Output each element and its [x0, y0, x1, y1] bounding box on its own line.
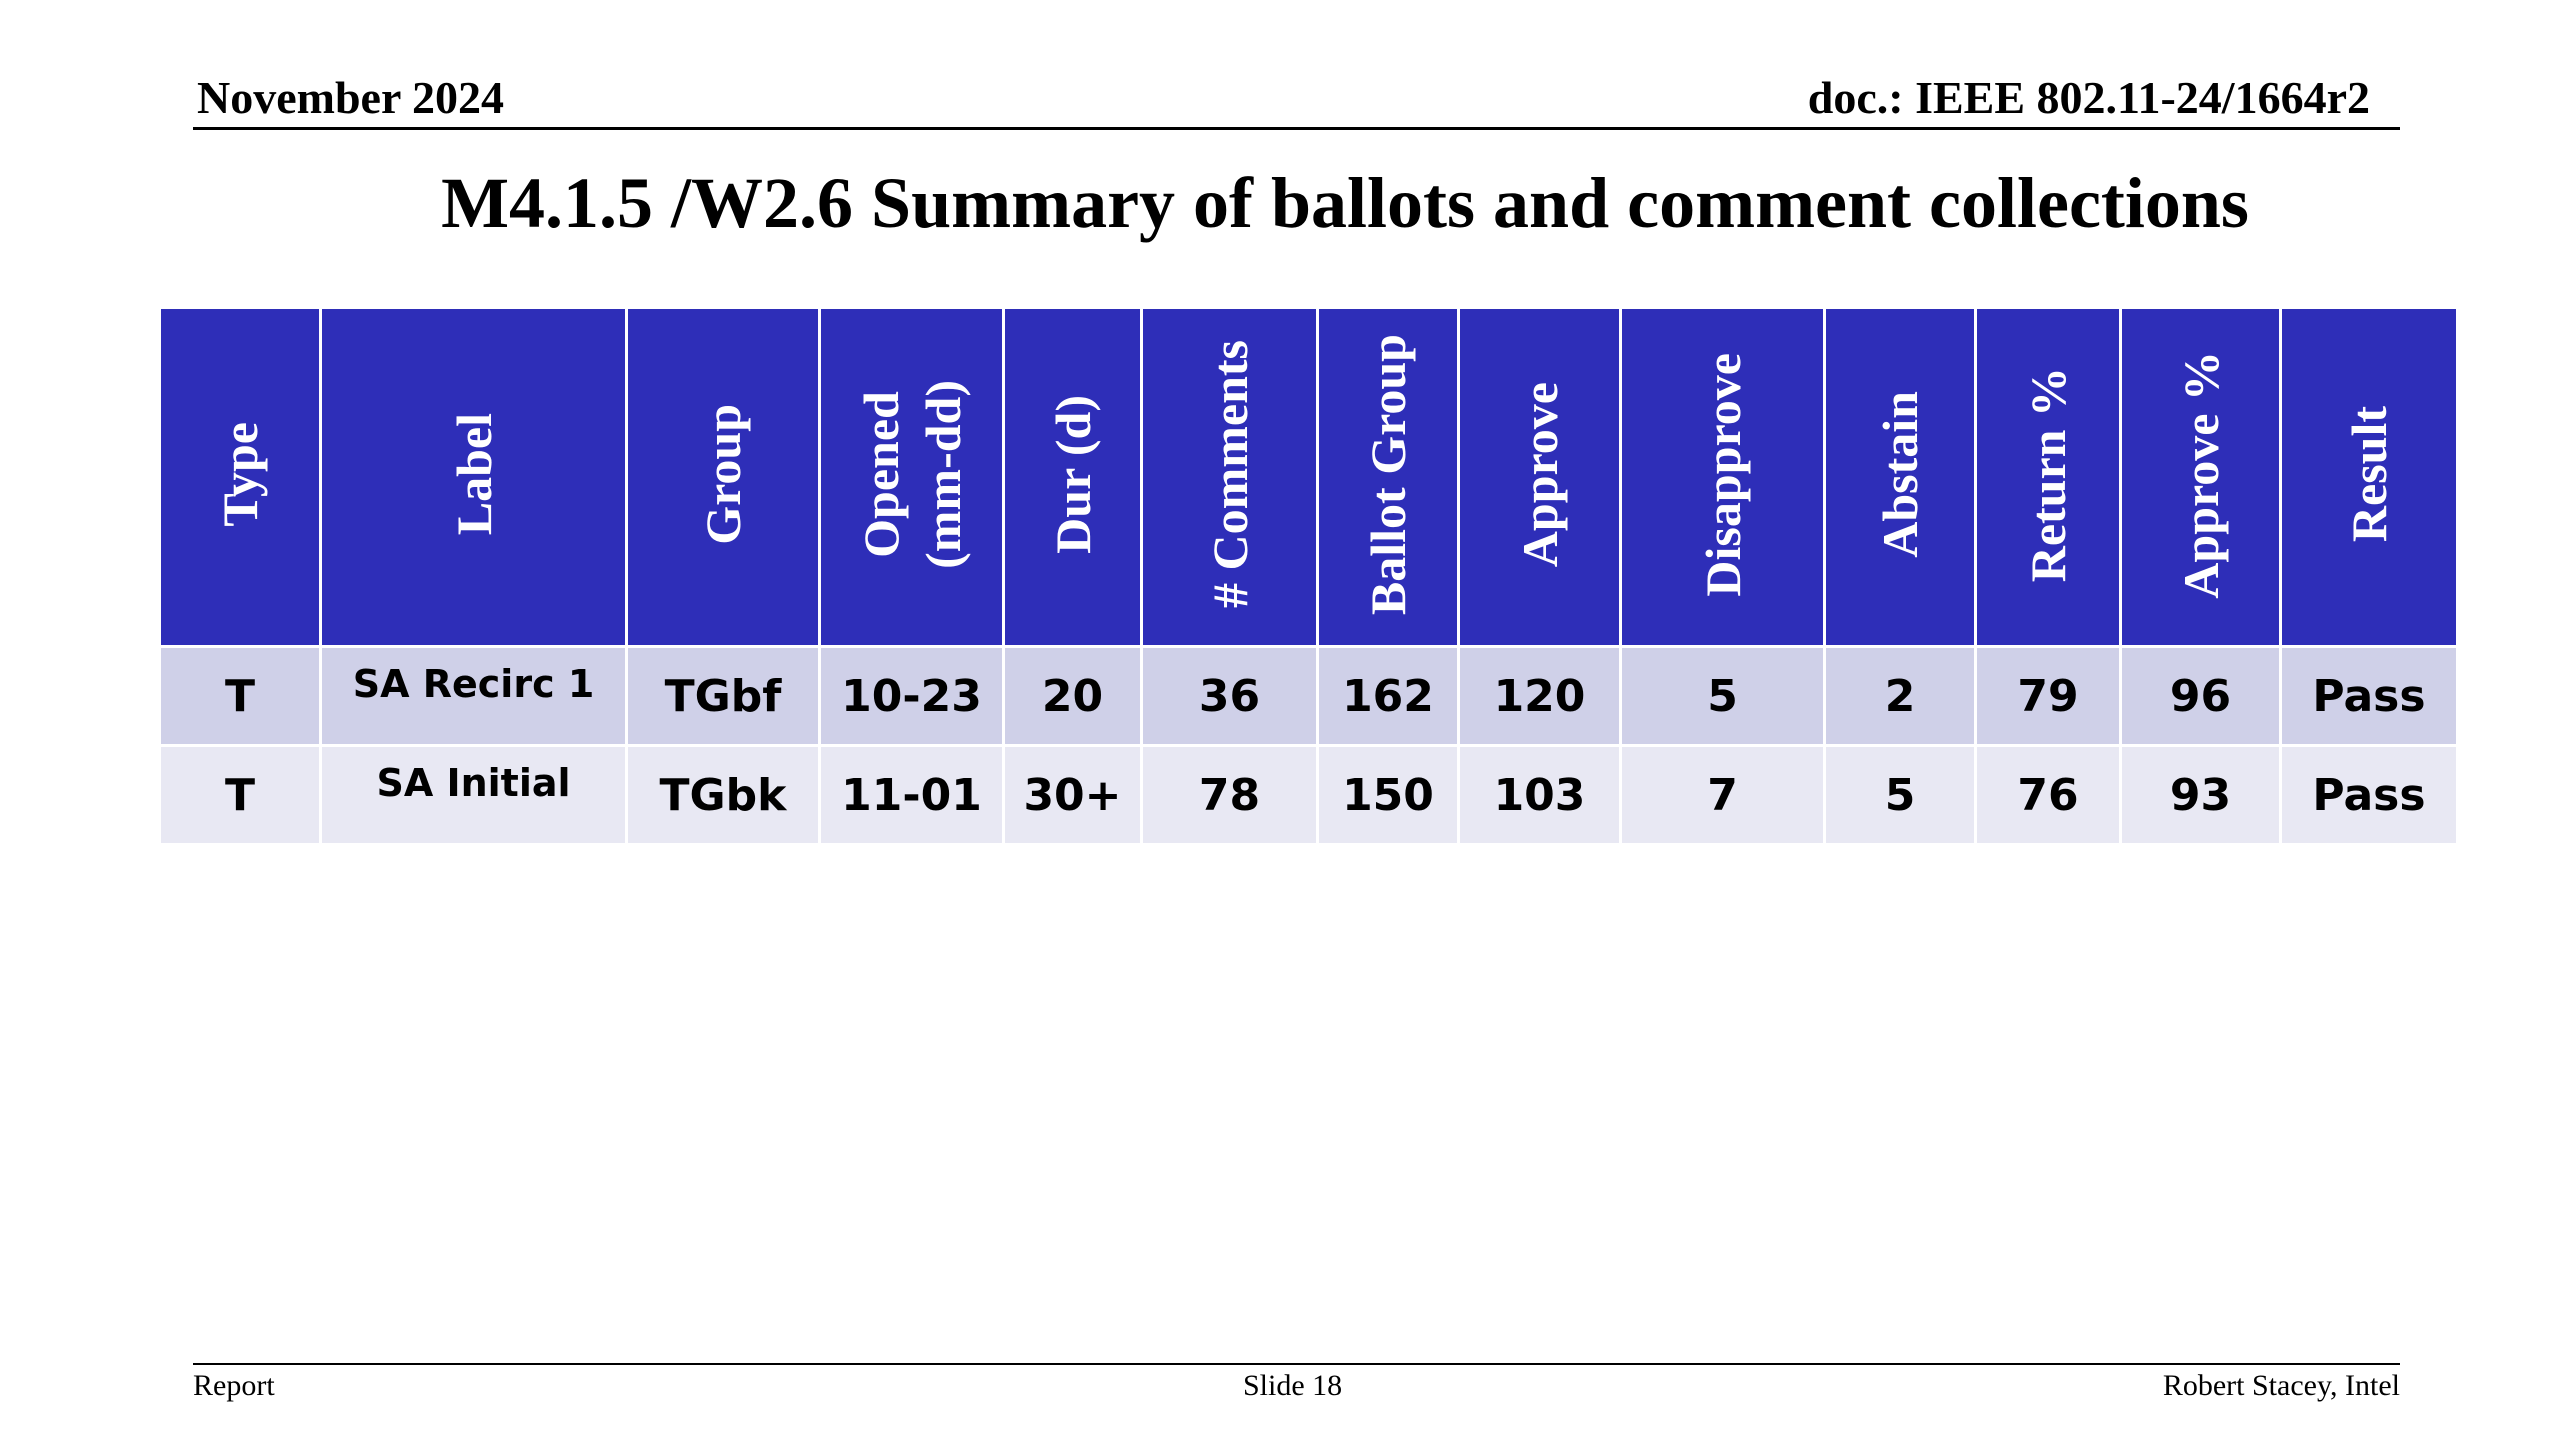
col-header-abstain: Abstain — [1823, 306, 1977, 648]
table-row: T SA Initial TGbk 11-01 30+ 78 150 103 7… — [158, 744, 2459, 846]
cell-ballot-group: 162 — [1316, 645, 1460, 747]
cell-return-pct: 76 — [1974, 744, 2122, 846]
header-date: November 2024 — [197, 72, 505, 123]
cell-type: T — [158, 744, 322, 846]
footer-rule — [193, 1363, 2400, 1365]
cell-duration: 20 — [1002, 645, 1143, 747]
col-header-opened: Opened (mm-dd) — [818, 306, 1005, 648]
cell-result: Pass — [2279, 744, 2459, 846]
table-header-row: Type Label Group Opened (mm-dd) Dur (d) … — [158, 306, 2459, 648]
cell-disapprove: 7 — [1619, 744, 1826, 846]
footer-left: Report — [193, 1369, 275, 1402]
cell-approve: 120 — [1457, 645, 1622, 747]
col-header-type: Type — [158, 306, 322, 648]
cell-disapprove: 5 — [1619, 645, 1826, 747]
col-header-duration: Dur (d) — [1002, 306, 1143, 648]
cell-label: SA Recirc 1 — [319, 645, 628, 747]
header-doc-id: doc.: IEEE 802.11-24/1664r2 — [1807, 72, 2370, 123]
col-header-ballot-group: Ballot Group — [1316, 306, 1460, 648]
table-row: T SA Recirc 1 TGbf 10-23 20 36 162 120 5… — [158, 645, 2459, 747]
cell-label: SA Initial — [319, 744, 628, 846]
slide-number: Slide 18 — [1243, 1369, 1343, 1402]
cell-comments: 78 — [1140, 744, 1319, 846]
cell-comments: 36 — [1140, 645, 1319, 747]
cell-duration: 30+ — [1002, 744, 1143, 846]
cell-ballot-group: 150 — [1316, 744, 1460, 846]
col-header-label: Label — [319, 306, 628, 648]
cell-opened: 10-23 — [818, 645, 1005, 747]
header-rule — [193, 127, 2400, 130]
footer-author: Robert Stacey, Intel — [2162, 1369, 2400, 1402]
col-header-approve: Approve — [1457, 306, 1622, 648]
cell-result: Pass — [2279, 645, 2459, 747]
slide-title: M4.1.5 /W2.6 Summary of ballots and comm… — [441, 163, 2249, 243]
cell-approve: 103 — [1457, 744, 1622, 846]
ballot-summary-table: Type Label Group Opened (mm-dd) Dur (d) … — [158, 306, 2459, 846]
cell-return-pct: 79 — [1974, 645, 2122, 747]
cell-group: TGbk — [625, 744, 821, 846]
col-header-approve-pct: Approve % — [2119, 306, 2282, 648]
cell-approve-pct: 93 — [2119, 744, 2282, 846]
cell-group: TGbf — [625, 645, 821, 747]
col-header-result: Result — [2279, 306, 2459, 648]
col-header-return-pct: Return % — [1974, 306, 2122, 648]
cell-approve-pct: 96 — [2119, 645, 2282, 747]
col-header-group: Group — [625, 306, 821, 648]
cell-abstain: 2 — [1823, 645, 1977, 747]
cell-abstain: 5 — [1823, 744, 1977, 846]
col-header-disapprove: Disapprove — [1619, 306, 1826, 648]
cell-opened: 11-01 — [818, 744, 1005, 846]
cell-type: T — [158, 645, 322, 747]
col-header-comments: # Comments — [1140, 306, 1319, 648]
